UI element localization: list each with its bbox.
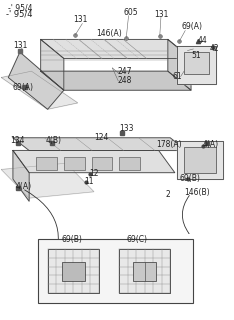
Bar bbox=[184, 147, 216, 173]
Polygon shape bbox=[41, 39, 191, 59]
Text: 2: 2 bbox=[166, 190, 170, 199]
FancyBboxPatch shape bbox=[184, 52, 209, 74]
Bar bbox=[36, 157, 57, 170]
Text: 133: 133 bbox=[119, 124, 134, 133]
Polygon shape bbox=[41, 71, 191, 90]
Text: 131: 131 bbox=[154, 10, 168, 19]
Bar bbox=[119, 157, 140, 170]
Text: 69(A): 69(A) bbox=[182, 22, 203, 31]
Text: 605: 605 bbox=[124, 8, 139, 17]
Text: 4(B): 4(B) bbox=[45, 136, 61, 146]
Text: 61: 61 bbox=[172, 72, 182, 81]
Polygon shape bbox=[1, 163, 94, 198]
Bar bbox=[38, 239, 193, 303]
Text: 146(A): 146(A) bbox=[96, 28, 122, 38]
Polygon shape bbox=[13, 138, 186, 150]
Polygon shape bbox=[8, 52, 64, 109]
Text: 44: 44 bbox=[198, 36, 208, 44]
Text: 4(A): 4(A) bbox=[15, 182, 31, 191]
Text: 134: 134 bbox=[11, 136, 25, 146]
Text: 11: 11 bbox=[85, 177, 94, 186]
Text: 124: 124 bbox=[94, 133, 108, 142]
Text: 69(B): 69(B) bbox=[62, 235, 82, 244]
Text: 42: 42 bbox=[209, 44, 219, 53]
Text: 131: 131 bbox=[13, 41, 27, 50]
Text: 131: 131 bbox=[73, 15, 88, 24]
Text: 4(A): 4(A) bbox=[203, 140, 219, 148]
Text: 178(A): 178(A) bbox=[156, 140, 182, 148]
Bar bbox=[62, 261, 85, 281]
Text: 146(B): 146(B) bbox=[184, 188, 210, 197]
Bar bbox=[48, 249, 99, 293]
Text: -' 95/4: -' 95/4 bbox=[8, 4, 33, 13]
Text: 51: 51 bbox=[191, 51, 201, 60]
Text: 12: 12 bbox=[89, 169, 99, 178]
Polygon shape bbox=[177, 141, 223, 179]
FancyArrowPatch shape bbox=[182, 196, 189, 234]
Polygon shape bbox=[177, 46, 216, 84]
Polygon shape bbox=[13, 150, 175, 173]
Text: 69(B): 69(B) bbox=[179, 173, 200, 183]
Polygon shape bbox=[1, 71, 78, 109]
Text: 69(A): 69(A) bbox=[13, 83, 34, 92]
Text: 247: 247 bbox=[117, 67, 132, 76]
Polygon shape bbox=[13, 150, 29, 201]
Bar bbox=[133, 261, 156, 281]
Bar bbox=[64, 157, 85, 170]
Text: 248: 248 bbox=[117, 76, 131, 84]
Polygon shape bbox=[41, 39, 64, 90]
Text: 69(C): 69(C) bbox=[126, 235, 147, 244]
Text: -' 95/4: -' 95/4 bbox=[6, 9, 33, 18]
Bar bbox=[91, 157, 112, 170]
Bar bbox=[119, 249, 170, 293]
Polygon shape bbox=[168, 39, 191, 90]
FancyArrowPatch shape bbox=[25, 190, 58, 271]
